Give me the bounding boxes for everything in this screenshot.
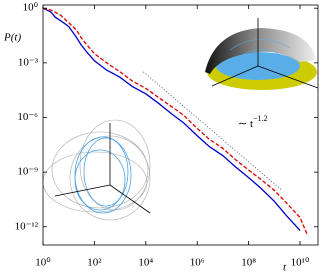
y-tick-label: 10⁻³ — [18, 56, 39, 68]
annotation: ∼ t−1.2 — [238, 114, 268, 130]
inset-dome — [205, 18, 319, 90]
y-tick-label: 10⁻⁶ — [17, 111, 38, 123]
series-line — [42, 7, 301, 231]
y-tick-label: 10⁰ — [23, 2, 39, 14]
series-line — [42, 7, 309, 237]
inset-tangle — [42, 119, 151, 221]
plot-area — [42, 7, 309, 237]
x-tick-label: 10² — [87, 257, 102, 269]
x-tick-label: 10⁴ — [138, 257, 153, 269]
x-tick-label: 10⁶ — [190, 257, 205, 269]
annotation-text: ∼ t — [238, 118, 253, 130]
x-tick-label: 10⁰ — [35, 257, 51, 269]
x-tick-label: 10⁸ — [241, 257, 256, 269]
y-tick-label: 10⁻⁹ — [17, 166, 38, 178]
reference-line — [143, 71, 283, 191]
y-tick-label: 10⁻¹² — [15, 220, 39, 232]
x-tick-label: 10¹⁰ — [291, 257, 310, 269]
x-axis-label: t — [283, 262, 287, 274]
annotation-exponent: −1.2 — [253, 114, 268, 123]
frame — [42, 4, 319, 246]
y-axis-label: P(t) — [3, 32, 21, 44]
